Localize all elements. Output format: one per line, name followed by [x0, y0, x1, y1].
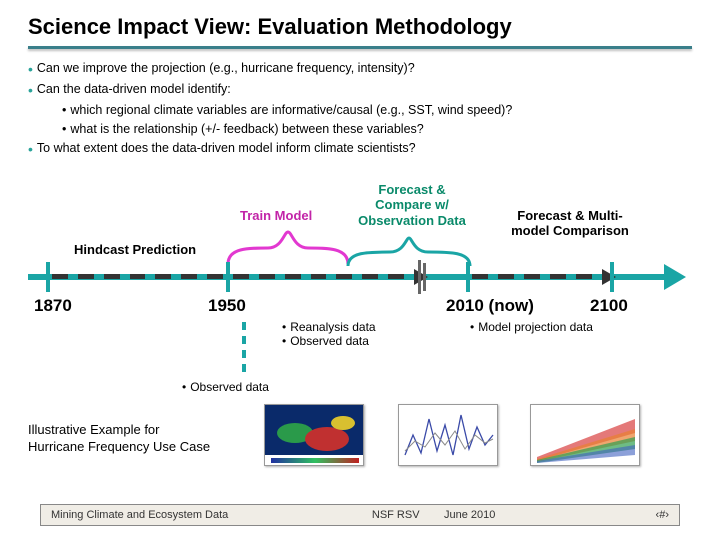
vtick-2	[423, 263, 426, 291]
footer: Mining Climate and Ecosystem Data NSF RS…	[40, 504, 680, 526]
annot-reanalysis-l2: Observed data	[290, 334, 369, 348]
title-rule	[28, 46, 692, 49]
annot-model-proj-l1: Model projection data	[478, 320, 593, 334]
timeline-arrow-icon	[664, 264, 686, 290]
ensemble-icon	[531, 405, 640, 466]
example-caption: Illustrative Example for Hurricane Frequ…	[28, 422, 210, 456]
tick-2010	[466, 262, 470, 292]
label-forecast-multi-l2: model Comparison	[490, 223, 650, 239]
label-forecast-obs-l3: Observation Data	[342, 213, 482, 229]
annot-reanalysis: •Reanalysis data •Observed data	[282, 320, 376, 348]
vtick-1	[418, 260, 421, 294]
bullet-3: •To what extent does the data-driven mod…	[28, 139, 692, 160]
bullet-2b: •what is the relationship (+/- feedback)…	[28, 120, 692, 139]
hindcast-dash-arrow	[52, 272, 428, 282]
year-2100: 2100	[590, 296, 628, 316]
forecast-dash-arrow	[472, 272, 628, 282]
footer-left: Mining Climate and Ecosystem Data	[51, 509, 228, 521]
worldmap-icon	[265, 405, 364, 466]
thumb-ensemble	[530, 404, 640, 466]
year-1950: 1950	[208, 296, 246, 316]
bullet-dot-icon: •	[28, 80, 33, 101]
year-2010: 2010 (now)	[446, 296, 534, 316]
subbullet-dot-icon: •	[62, 120, 66, 139]
bullet-1-text: Can we improve the projection (e.g., hur…	[37, 59, 415, 80]
label-forecast-multi: Forecast & Multi- model Comparison	[490, 208, 650, 239]
subbullet-dot-icon: •	[62, 101, 66, 120]
brace-train	[224, 224, 352, 268]
bullet-2b-text: what is the relationship (+/- feedback) …	[70, 120, 423, 139]
footer-right: June 2010	[444, 509, 495, 521]
label-forecast-obs-l2: Compare w/	[342, 197, 482, 213]
tick-1950	[226, 262, 230, 292]
label-forecast-obs: Forecast & Compare w/ Observation Data	[342, 182, 482, 229]
tick-2100	[610, 262, 614, 292]
bullet-2a-text: which regional climate variables are inf…	[70, 101, 512, 120]
bullet-2: •Can the data-driven model identify:	[28, 80, 692, 101]
annot-reanalysis-l1: Reanalysis data	[290, 320, 375, 334]
page-title: Science Impact View: Evaluation Methodol…	[28, 14, 692, 40]
footer-mid: NSF RSV	[372, 509, 420, 521]
vdash-observed	[242, 322, 246, 378]
bullet-dot-icon: •	[28, 139, 33, 160]
label-hindcast: Hindcast Prediction	[74, 242, 196, 258]
tick-1870	[46, 262, 50, 292]
bullet-3-text: To what extent does the data-driven mode…	[37, 139, 416, 160]
brace-obs	[344, 230, 474, 270]
bullet-dot-icon: •	[28, 59, 33, 80]
thumb-lineplot	[398, 404, 498, 466]
bullet-2-text: Can the data-driven model identify:	[37, 80, 231, 101]
annot-observed: •Observed data	[182, 380, 269, 394]
timeline: Hindcast Prediction Train Model Forecast…	[28, 188, 688, 388]
bullet-1: •Can we improve the projection (e.g., hu…	[28, 59, 692, 80]
footer-page: ‹#›	[639, 509, 669, 521]
year-1870: 1870	[34, 296, 72, 316]
lineplot-icon	[399, 405, 498, 466]
bullet-list: •Can we improve the projection (e.g., hu…	[28, 59, 692, 160]
label-forecast-obs-l1: Forecast &	[342, 182, 482, 198]
label-train: Train Model	[240, 208, 312, 224]
annot-observed-l1: Observed data	[190, 380, 269, 394]
label-forecast-multi-l1: Forecast & Multi-	[490, 208, 650, 224]
bullet-2a: •which regional climate variables are in…	[28, 101, 692, 120]
example-caption-l2: Hurricane Frequency Use Case	[28, 439, 210, 456]
annot-model-proj: •Model projection data	[470, 320, 593, 334]
example-caption-l1: Illustrative Example for	[28, 422, 210, 439]
thumb-worldmap	[264, 404, 364, 466]
